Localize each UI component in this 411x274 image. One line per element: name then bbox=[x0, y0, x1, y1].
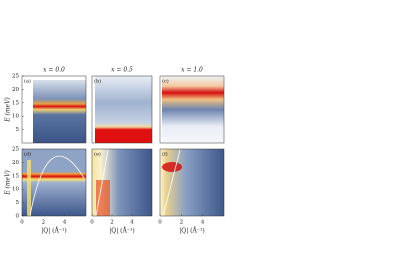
y-tick-label: 10 bbox=[12, 187, 19, 193]
y-tick-label: 0 bbox=[16, 214, 20, 220]
panel-label: (f) bbox=[162, 151, 168, 158]
heatmap-b bbox=[95, 76, 152, 143]
panel-label: (a) bbox=[24, 78, 31, 85]
y-tick-label: 5 bbox=[16, 127, 20, 133]
x-tick-label: 2 bbox=[42, 220, 46, 226]
x-axis-label: |Q| (Å⁻¹) bbox=[109, 227, 134, 235]
y-tick-label: 20 bbox=[12, 160, 19, 166]
x-tick-label: 0 bbox=[90, 220, 94, 226]
y-tick-label: 25 bbox=[12, 74, 19, 80]
x-tick-label: 0 bbox=[158, 220, 162, 226]
heatmap-images bbox=[22, 76, 224, 217]
panel-label: (d) bbox=[24, 151, 31, 158]
panel-label: (c) bbox=[162, 78, 169, 85]
x-tick-label: 4 bbox=[201, 220, 205, 226]
x-axis-label: |Q| (Å⁻¹) bbox=[41, 227, 66, 235]
heatmap-e-spot bbox=[96, 180, 110, 216]
y-tick-label: 15 bbox=[12, 173, 19, 179]
y-tick-label: 10 bbox=[12, 114, 19, 120]
dispersion-curve bbox=[29, 156, 85, 217]
panel-title: x = 0.5 bbox=[111, 67, 133, 74]
y-tick-label: 25 bbox=[12, 147, 19, 153]
panel-frame bbox=[91, 75, 153, 144]
x-tick-label: 4 bbox=[63, 220, 67, 226]
panel-frame bbox=[21, 75, 87, 144]
panel-frame bbox=[21, 148, 87, 217]
heatmap-f-spot bbox=[162, 162, 182, 172]
x-tick-label: 0 bbox=[20, 220, 24, 226]
heatmap-c bbox=[162, 76, 224, 143]
dispersion-curve bbox=[162, 149, 181, 217]
panel-label: (b) bbox=[94, 78, 101, 85]
x-tick-label: 4 bbox=[130, 220, 134, 226]
panel-title: x = 0.0 bbox=[43, 67, 65, 74]
y-tick-label: 20 bbox=[12, 87, 19, 93]
x-tick-label: 2 bbox=[180, 220, 184, 226]
panel-label: (e) bbox=[94, 151, 101, 158]
panel-frame bbox=[159, 75, 225, 144]
dispersion-curve bbox=[95, 149, 109, 217]
y-axis-label: E (meV) bbox=[5, 97, 12, 123]
y-tick-label: 15 bbox=[12, 100, 19, 106]
panel-frame bbox=[159, 148, 225, 217]
panel-title: x = 1.0 bbox=[181, 67, 203, 74]
heatmap-d bbox=[22, 149, 86, 216]
panel-frame bbox=[91, 148, 153, 217]
heatmap-d-streak bbox=[27, 160, 31, 216]
heatmap-f bbox=[160, 149, 224, 216]
y-axis-label: E (meV) bbox=[5, 170, 12, 196]
x-axis-label: |Q| (Å⁻¹) bbox=[179, 227, 204, 235]
heatmap-a bbox=[33, 80, 86, 143]
y-tick-label: 5 bbox=[16, 200, 20, 206]
x-tick-label: 2 bbox=[110, 220, 114, 226]
